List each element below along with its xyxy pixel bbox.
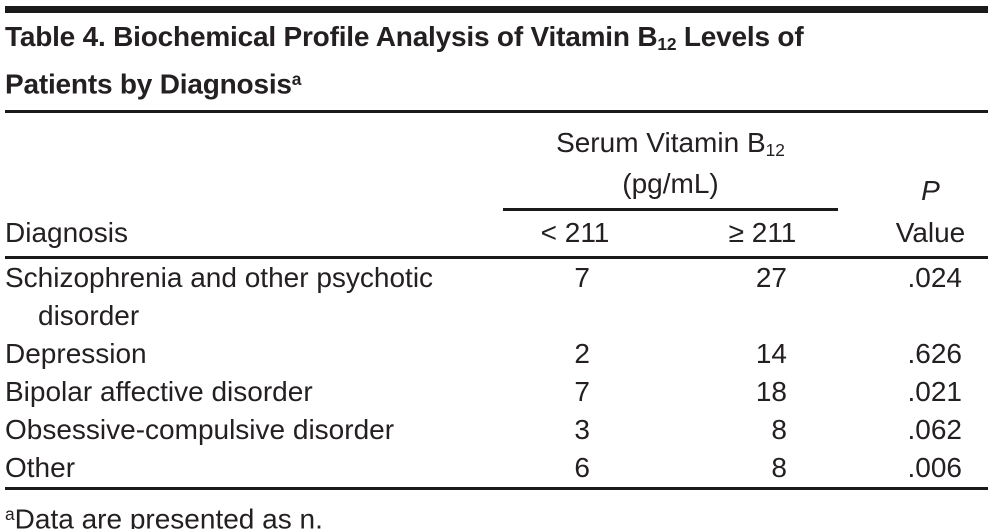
title-rule [5, 110, 988, 114]
table-row: Depression 2 14 .626 [5, 335, 988, 373]
table-header: Serum Vitamin B12 (pg/mL) P Diagnosis < … [5, 113, 988, 260]
column-header-lt211: < 211 [503, 209, 647, 260]
table-title: Table 4. Biochemical Profile Analysis of… [5, 19, 988, 101]
column-header-p-value: Value [838, 209, 988, 260]
gte211-cell: 18 [755, 376, 787, 408]
empty-header-cell [5, 113, 503, 209]
gte211-cell: 8 [647, 449, 838, 491]
table-body: Schizophrenia and other psychotic disorde… [5, 258, 988, 491]
column-header-gte211: ≥ 211 [647, 209, 838, 260]
lt211-cell: 6 [503, 449, 647, 491]
title-line1-pre: Table 4. Biochemical Profile Analysis of… [5, 21, 658, 52]
diagnosis-cell: Bipolar affective disorder [5, 376, 313, 408]
diagnosis-cell: Schizophrenia and other psychotic disorde… [5, 258, 503, 336]
table-row: Other 6 8 .006 [5, 449, 988, 491]
p-value-cell: .626 [907, 338, 963, 370]
p-value-cell: .006 [838, 449, 988, 491]
table-row: Obsessive-compulsive disorder 3 8 .062 [5, 411, 988, 449]
spanner-unit: (pg/mL) [622, 168, 719, 200]
footnote-marker: a [5, 504, 15, 525]
spanner-subscript: 12 [765, 140, 785, 161]
gte211-cell: 27 [755, 262, 787, 294]
spanner-header: Serum Vitamin B12 (pg/mL) [503, 113, 838, 212]
top-rule [5, 6, 988, 13]
lt211-cell: 3 [574, 414, 590, 446]
column-header-diagnosis: Diagnosis [5, 209, 503, 260]
diagnosis-cell: Other [5, 449, 503, 491]
diagnosis-table: Serum Vitamin B12 (pg/mL) P Diagnosis < … [5, 113, 988, 491]
table-row: Schizophrenia and other psychotic disorde… [5, 258, 988, 336]
spanner-row: Serum Vitamin B12 (pg/mL) P [5, 113, 988, 212]
spanner-label: Serum Vitamin B12 [556, 127, 785, 161]
title-line2: Patients by Diagnosis [5, 68, 292, 100]
column-header-row: Diagnosis < 211 ≥ 211 Value [5, 209, 988, 260]
footnote: aData are presented as n. [5, 490, 988, 529]
diagnosis-cell: Depression [5, 338, 147, 370]
footnote-text: Data are presented as n. [14, 503, 323, 529]
table-row: Bipolar affective disorder 7 18 .021 [5, 373, 988, 411]
p-value-cell: .062 [907, 414, 963, 446]
title-subscript: 12 [657, 33, 677, 54]
title-footnote-marker: a [291, 68, 302, 89]
diagnosis-cell: Obsessive-compulsive disorder [5, 414, 395, 446]
p-value-cell: .021 [907, 376, 963, 408]
lt211-cell: 7 [574, 262, 590, 294]
p-header-line1: P [921, 174, 940, 206]
lt211-cell: 2 [574, 338, 590, 370]
gte211-cell: 8 [771, 414, 787, 446]
diagnosis-wrap-line: disorder [38, 300, 140, 332]
title-line1-post: Levels of [676, 21, 804, 52]
p-value-cell: .024 [907, 262, 963, 294]
gte211-cell: 14 [755, 338, 787, 370]
lt211-cell: 7 [574, 376, 590, 408]
